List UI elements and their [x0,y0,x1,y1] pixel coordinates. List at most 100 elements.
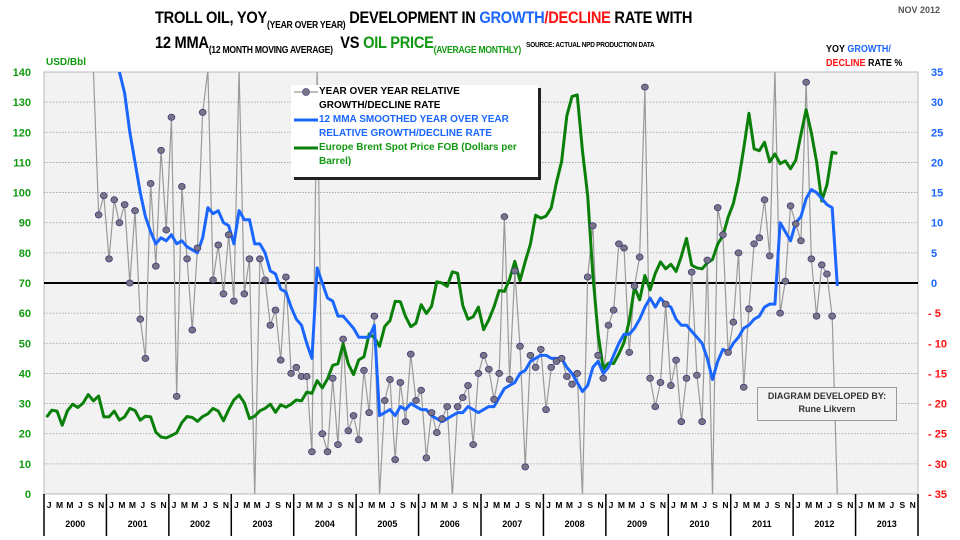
yoy-point [354,436,363,444]
month-tick-label: S [837,500,843,510]
yoy-point [750,240,758,248]
month-tick-label: M [566,500,573,510]
brent-line-icon [293,141,319,155]
left-tick-label: 110 [13,157,31,169]
left-tick-label: 40 [19,368,31,380]
yoy-point [464,381,472,389]
month-tick-label: S [899,500,905,510]
yoy-point [583,273,592,281]
yoy-point [120,201,129,209]
yoy-point [531,363,540,371]
year-tick-label: 2011 [752,519,772,529]
yoy-point [157,146,165,154]
yoy-point [391,456,399,464]
yoy-point [417,386,425,394]
yoy-point [318,430,327,438]
yoy-point [401,418,410,426]
month-tick-label: J [765,500,770,510]
yoy-point [604,321,613,329]
yoy-point [136,315,145,323]
month-tick-label: N [910,500,916,510]
yoy-point [656,378,665,386]
yoy-point [261,276,269,284]
yoy-point [360,366,368,374]
month-tick-label: N [535,500,541,510]
month-tick-label: M [691,500,698,510]
yoy-point [537,345,545,353]
left-tick-label: 10 [19,459,31,471]
yoy-point [100,192,108,200]
month-tick-label: J [78,500,83,510]
yoy-point [188,326,197,334]
month-tick-label: S [88,500,94,510]
left-tick-label: 50 [19,338,31,350]
right-tick-label: - 35 [928,489,947,501]
yoy-line [92,72,838,494]
yoy-point [791,220,800,228]
yoy-point [828,312,836,320]
credit-author: Rune Likvern [798,404,856,414]
plot-series [44,72,918,494]
left-tick-label: 30 [19,399,31,411]
yoy-point [719,231,727,239]
yoy-point [380,397,389,405]
yoy-point [568,380,576,388]
month-tick-label: S [650,500,656,510]
left-axis-label: USD/Bbl [46,57,86,68]
legend-item-brent: Europe Brent Spot Price FOB (Dollars per… [291,141,538,169]
yoy-point [812,312,821,320]
year-tick-label: 2000 [65,519,85,529]
month-tick-label: M [56,500,63,510]
yoy-point [167,113,176,121]
right-tick-label: 5 [931,248,937,260]
month-tick-label: J [484,500,489,510]
yoy-point [453,403,462,411]
month-tick-label: M [503,500,510,510]
right-tick-label: 35 [931,67,943,79]
yoy-point [219,290,228,298]
yoy-point [495,369,504,377]
month-tick-label: M [181,500,188,510]
yoy-point [505,375,514,383]
yoy-point [370,312,379,320]
yoy-point [745,305,753,313]
month-tick-label: M [743,500,750,510]
month-tick-label: J [234,500,239,510]
month-tick-label: J [702,500,707,510]
yoy-point [734,249,743,257]
yoy-point [693,371,701,379]
yoy-point [479,351,488,359]
month-tick-label: J [796,500,801,510]
credit-label: DIAGRAM DEVELOPED BY: [767,391,887,401]
yoy-point [511,267,519,275]
month-tick-label: M [628,500,635,510]
legend-item-mma: 12 MMA SMOOTHED YEAR OVER YEAR RELATIVE … [291,113,538,141]
yoy-point [615,240,623,248]
yoy-point [755,234,764,242]
yoy-point [724,348,732,356]
left-tick-label: 130 [13,97,31,109]
yoy-point [422,454,431,462]
yoy-point [729,318,738,326]
mma-line-icon [293,113,319,127]
yoy-point [365,409,373,417]
left-tick-label: 60 [19,308,31,320]
yoy-point [427,409,436,417]
yoy-point [641,83,649,91]
right-tick-label: - 25 [928,429,947,441]
yoy-point [282,273,290,281]
month-tick-label: M [191,500,198,510]
yoy-point [620,244,628,252]
year-tick-label: 2008 [565,519,585,529]
right-tick-label: 30 [931,97,943,109]
month-tick-label: J [546,500,551,510]
yoy-point [765,252,774,260]
yoy-point [323,448,332,456]
yoy-point [594,351,602,359]
year-tick-label: 2013 [877,519,897,529]
left-tick-label: 80 [19,248,31,260]
yoy-point [245,255,254,263]
yoy-point [183,255,191,263]
yoy-point [126,279,134,287]
